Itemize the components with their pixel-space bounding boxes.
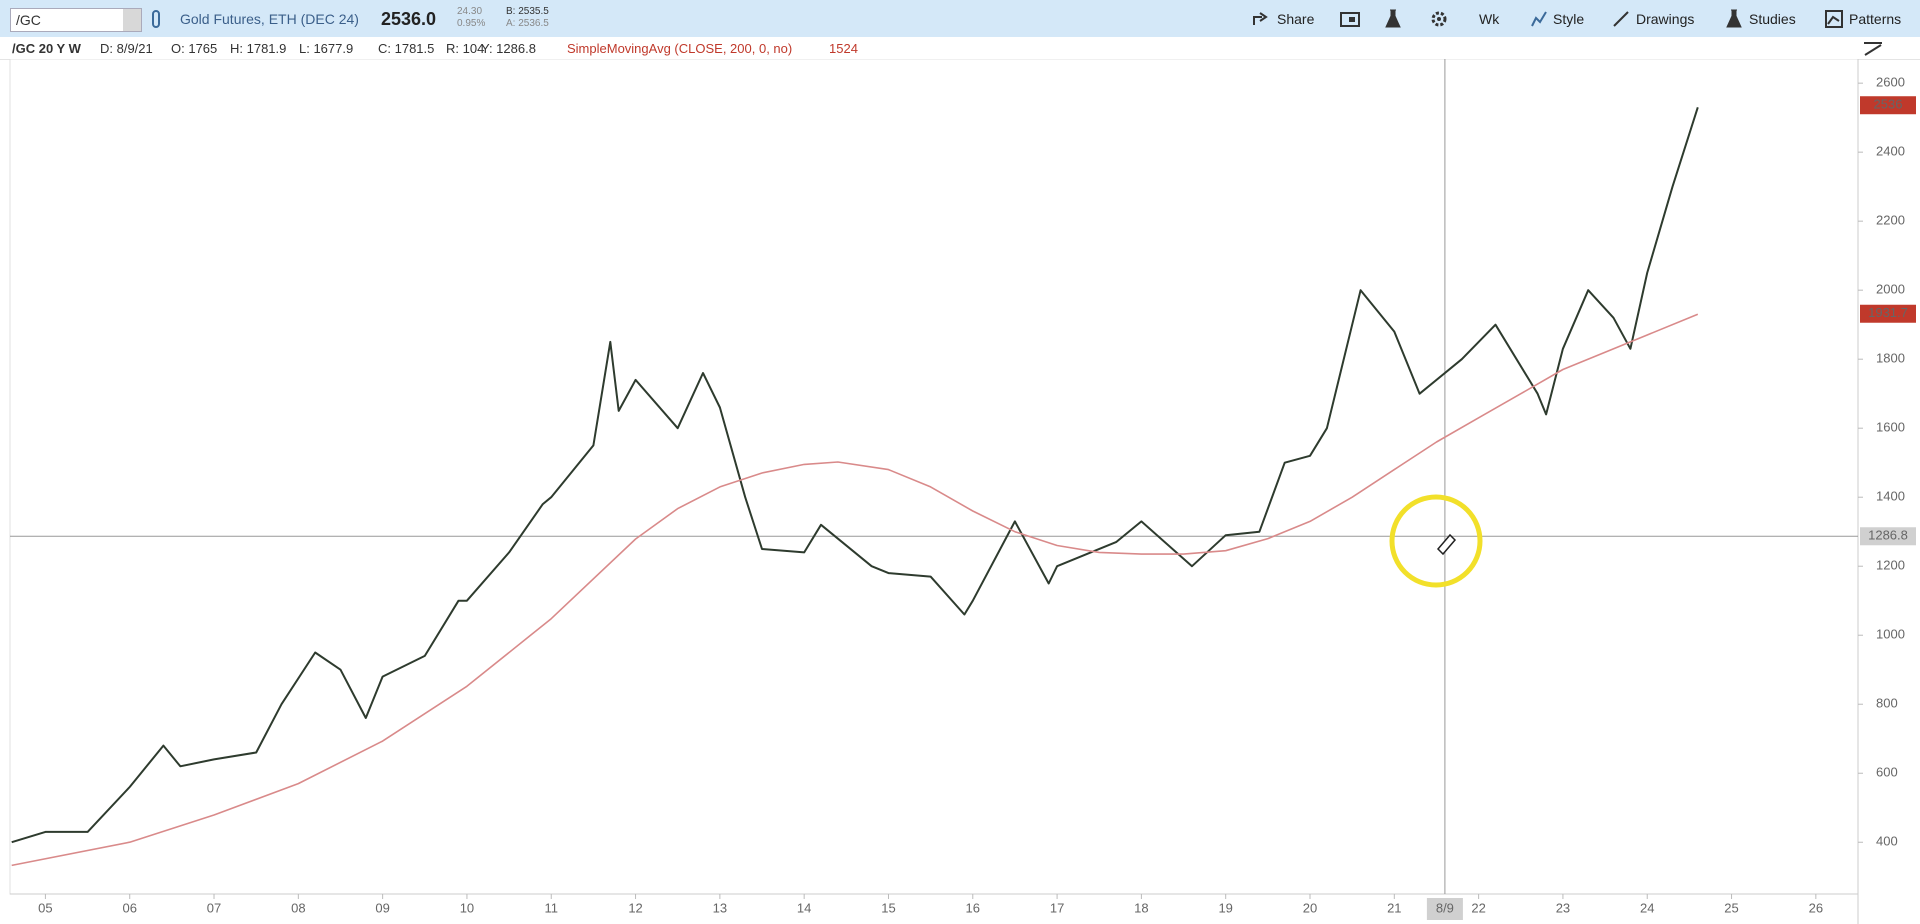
share-icon[interactable] — [1252, 11, 1270, 27]
dropdown[interactable] — [123, 9, 141, 31]
y-tick-label: 1600 — [1876, 420, 1905, 435]
x-tick-label: 13 — [713, 900, 727, 915]
info-y: Y: 1286.8 — [481, 41, 536, 56]
price-line — [11, 313, 1699, 867]
x-tick-label: 05 — [38, 900, 52, 915]
cursor-highlight — [1389, 494, 1483, 588]
price-tag — [1860, 96, 1916, 115]
toolbar: /GC Gold Futures, ETH (DEC 24) 2536.0 24… — [0, 0, 1920, 38]
symbol[interactable]: /GC — [16, 12, 41, 28]
x-tick-label: 08 — [291, 900, 305, 915]
chart: 4006008001000120014001600180020002200240… — [9, 59, 1916, 924]
expand-icon[interactable] — [1862, 39, 1884, 57]
style-button[interactable]: Style — [1553, 11, 1585, 27]
y-tick-label: 2400 — [1876, 144, 1905, 159]
info-open: O: 1765 — [171, 41, 218, 56]
flask-icon[interactable] — [1385, 9, 1401, 29]
settings-icon[interactable] — [1430, 10, 1448, 28]
x-tick-label: 12 — [628, 900, 642, 915]
aggregation-button[interactable]: Wk — [1479, 11, 1500, 27]
x-tick-label: 25 — [1724, 900, 1738, 915]
info-range: R: 104 — [446, 41, 485, 56]
x-tick-label: 09 — [375, 900, 389, 915]
x-tick-label: 17 — [1050, 900, 1064, 915]
drawings-icon[interactable] — [1612, 10, 1630, 28]
y-tick-label: 1200 — [1876, 558, 1905, 573]
plot-area — [9, 59, 1859, 895]
info-close: C: 1781.5 — [378, 41, 435, 56]
studies-button[interactable]: Studies — [1749, 11, 1796, 27]
ask: A: 2536.5 — [506, 18, 549, 29]
studies-icon[interactable] — [1726, 9, 1742, 29]
x-tick-label: 26 — [1809, 900, 1823, 915]
x-tick-label: 16 — [966, 900, 980, 915]
y-tick-label: 600 — [1876, 765, 1898, 780]
study-label: SimpleMovingAvg (CLOSE, 200, 0, no) — [567, 41, 793, 56]
crosshair-x-tag — [1426, 898, 1463, 920]
symbol-box[interactable]: /GC — [10, 8, 142, 32]
x-tick-label: 21 — [1387, 900, 1401, 915]
chart-layer: 4006008001000120014001600180020002200240… — [10, 59, 1916, 924]
pencil-cursor — [1436, 533, 1457, 556]
study-value: 1524 — [829, 41, 858, 56]
info-high: H: 1781.9 — [230, 41, 287, 56]
style-icon[interactable] — [1530, 10, 1548, 28]
y-tick-label: 2600 — [1876, 75, 1905, 90]
y-tick-label: 2200 — [1876, 213, 1905, 228]
price-tag — [1860, 527, 1916, 546]
description: Gold Futures, ETH (DEC 24) — [180, 11, 359, 27]
y-tick-label: 1800 — [1876, 351, 1905, 366]
patterns-button[interactable]: Patterns — [1849, 11, 1902, 27]
price-tag-label: 1286.8 — [1868, 528, 1908, 543]
info-bar: /GC 20 Y W D: 8/9/21 O: 1765 H: 1781.9 L… — [0, 37, 1920, 60]
drawings-button[interactable]: Drawings — [1636, 11, 1695, 27]
x-tick-label: 18 — [1134, 900, 1148, 915]
info-low: L: 1677.9 — [299, 41, 354, 56]
last-price: 2536.0 — [381, 9, 437, 29]
x-tick-label: 10 — [460, 900, 474, 915]
x-tick-label: 11 — [544, 900, 558, 915]
x-tick-label: 19 — [1218, 900, 1232, 915]
crosshair-x-label: 8/9 — [1436, 900, 1454, 915]
x-tick-label: 23 — [1556, 900, 1570, 915]
x-tick-label: 22 — [1471, 900, 1485, 915]
price-tag — [1860, 304, 1916, 323]
x-tick-label: 06 — [122, 900, 136, 915]
price-tag-label: 1931.7 — [1868, 305, 1908, 320]
link-icon[interactable] — [150, 10, 162, 28]
y-tick-label: 2000 — [1876, 282, 1905, 297]
chart-name: /GC 20 Y W — [12, 41, 81, 56]
y-tick-label: 800 — [1876, 696, 1898, 711]
x-tick-label: 07 — [207, 900, 221, 915]
x-tick-label: 15 — [881, 900, 895, 915]
patterns-icon[interactable] — [1825, 10, 1843, 28]
change-pct: 0.95% — [457, 18, 486, 29]
y-tick-label: 400 — [1876, 834, 1898, 849]
x-tick-label: 24 — [1640, 900, 1654, 915]
snapshot-icon[interactable] — [1340, 11, 1360, 27]
x-tick-label: 20 — [1303, 900, 1317, 915]
info-date: D: 8/9/21 — [100, 41, 153, 56]
y-tick-label: 1000 — [1876, 627, 1905, 642]
bid: B: 2535.5 — [506, 6, 549, 17]
share-button[interactable]: Share — [1277, 11, 1315, 27]
change: 24.30 — [457, 6, 483, 17]
x-tick-label: 14 — [797, 900, 811, 915]
y-tick-label: 1400 — [1876, 489, 1905, 504]
price-line — [11, 106, 1699, 844]
price-tag-label: 2536 — [1874, 97, 1903, 112]
